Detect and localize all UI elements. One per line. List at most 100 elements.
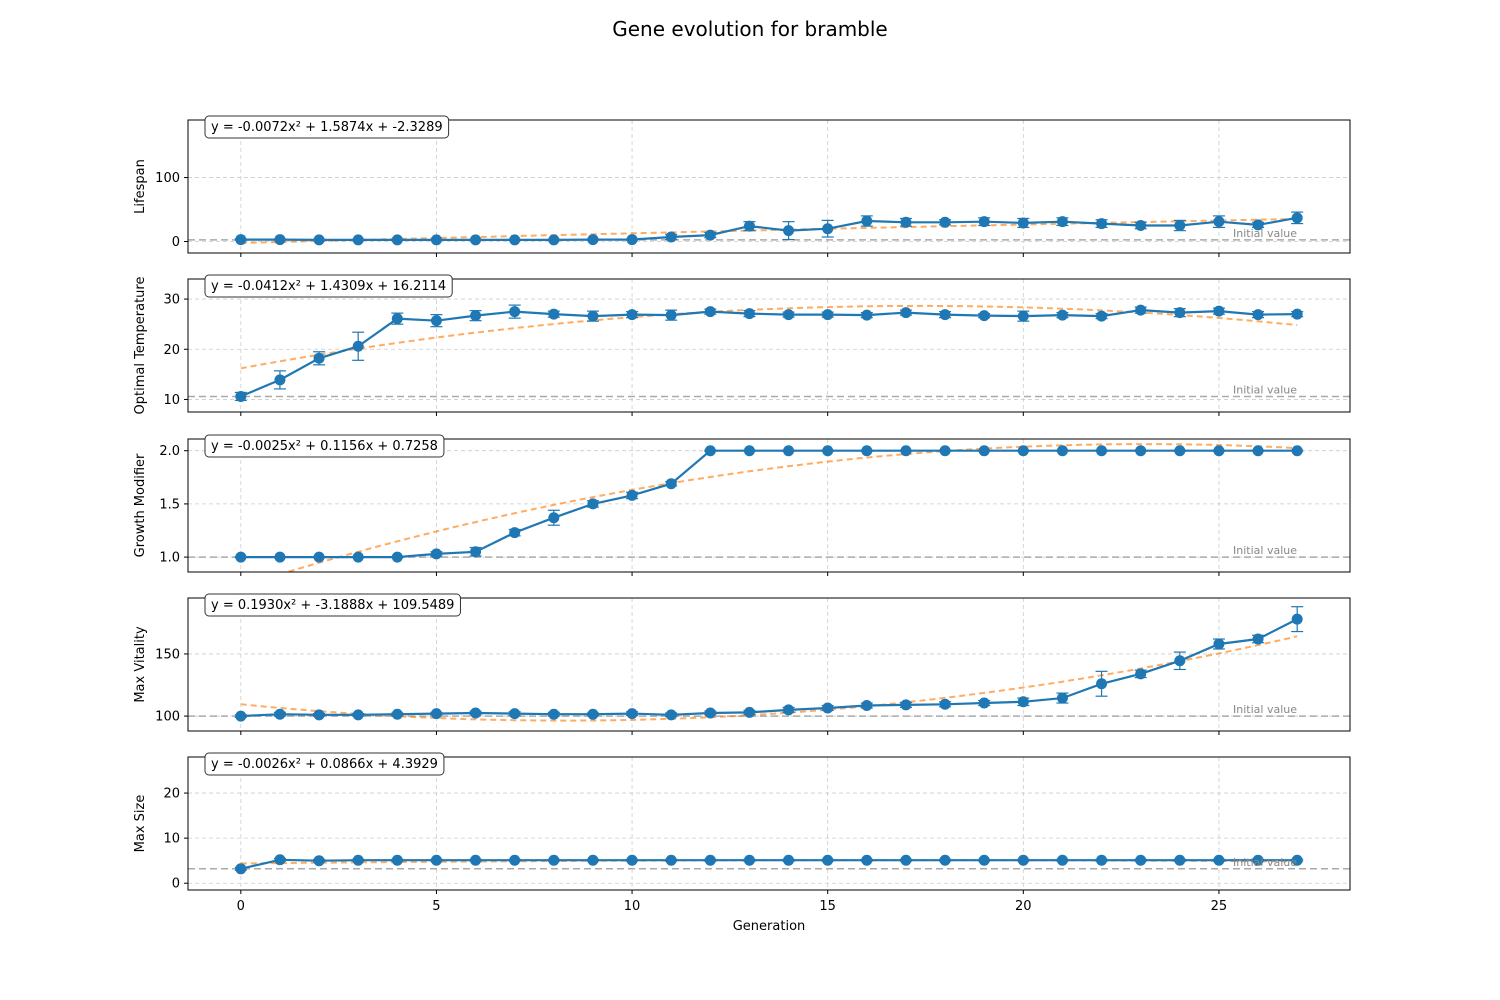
data-point — [704, 707, 716, 719]
data-point — [1135, 220, 1147, 232]
data-point — [1096, 218, 1108, 230]
data-point — [665, 231, 677, 243]
data-point — [587, 234, 599, 246]
data-point — [1291, 613, 1303, 625]
data-point — [783, 309, 795, 321]
x-tick-label: 25 — [1211, 899, 1228, 914]
data-point — [391, 551, 403, 563]
data-point — [939, 216, 951, 228]
data-point — [509, 234, 521, 246]
data-point — [274, 234, 286, 246]
data-point — [1291, 445, 1303, 457]
x-tick-label: 5 — [432, 899, 440, 914]
y-tick-label: 0 — [172, 877, 180, 892]
data-point — [743, 706, 755, 718]
data-point — [587, 498, 599, 510]
data-point — [1174, 445, 1186, 457]
plot-frame — [187, 278, 1351, 413]
data-point — [1135, 304, 1147, 316]
data-point — [939, 309, 951, 321]
y-tick-label: 1.0 — [159, 551, 180, 566]
data-point — [430, 708, 442, 720]
data-point — [352, 551, 364, 563]
y-axis-label: Optimal Temperature — [133, 277, 148, 415]
initial-value-label: Initial value — [1233, 383, 1297, 396]
equation-frame — [204, 115, 450, 139]
data-point — [313, 352, 325, 364]
data-point — [1291, 212, 1303, 224]
equation-box: y = -0.0072x² + 1.5874x + -2.3289 — [204, 115, 450, 139]
subplot-2: Initial value 10 20 30 Optimal Temperature y … — [133, 274, 1351, 416]
data-point — [430, 315, 442, 327]
y-tick-label: 10 — [163, 832, 180, 847]
equation-frame — [204, 434, 445, 458]
subplot-1: Initial value 0 100 Lifespan y = -0.0072x² +… — [133, 115, 1351, 257]
data-point — [1017, 696, 1029, 708]
initial-value-label: Initial value — [1233, 544, 1297, 557]
data-point — [665, 478, 677, 490]
data-point — [1096, 445, 1108, 457]
data-point — [352, 234, 364, 246]
x-tick-label: 10 — [624, 899, 641, 914]
data-point — [430, 234, 442, 246]
data-point — [743, 220, 755, 232]
data-point — [1252, 633, 1264, 645]
data-point — [861, 445, 873, 457]
initial-value-label: Initial value — [1233, 856, 1297, 869]
data-point — [861, 309, 873, 321]
data-point — [822, 223, 834, 235]
data-point — [1135, 668, 1147, 680]
trend-fit-line — [283, 443, 1298, 572]
data-point — [313, 234, 325, 246]
data-point — [274, 854, 286, 866]
plot-area — [188, 439, 1350, 572]
data-point — [313, 709, 325, 721]
equation-box: y = -0.0026x² + 0.0866x + 4.3929 — [204, 752, 445, 776]
data-point — [1135, 445, 1147, 457]
x-axis-label: Generation — [733, 919, 806, 934]
plot-area — [188, 120, 1350, 253]
equation-text: y = -0.0412x² + 1.4309x + 16.2114 — [211, 279, 446, 294]
plot-frame — [187, 597, 1351, 732]
series-line — [240, 216, 1298, 241]
data-point — [1213, 445, 1225, 457]
data-point — [1213, 638, 1225, 650]
data-point — [1017, 310, 1029, 322]
plot-area — [188, 598, 1350, 731]
data-point — [470, 310, 482, 322]
data-point — [352, 709, 364, 721]
data-point — [978, 854, 990, 866]
data-point — [1056, 309, 1068, 321]
data-point — [1096, 854, 1108, 866]
data-point — [939, 698, 951, 710]
equation-frame — [204, 752, 445, 776]
equation-text: y = -0.0026x² + 0.0866x + 4.3929 — [211, 757, 438, 772]
data-point — [1252, 854, 1264, 866]
figure-title: Gene evolution for bramble — [612, 17, 888, 41]
data-point — [822, 854, 834, 866]
y-tick-label: 150 — [155, 647, 180, 662]
series-line — [240, 858, 1298, 870]
data-point — [1056, 445, 1068, 457]
data-point — [1174, 220, 1186, 232]
plot-area — [188, 279, 1350, 412]
series-line — [240, 308, 1298, 398]
data-point — [587, 854, 599, 866]
x-tick-label: 0 — [237, 899, 245, 914]
equation-text: y = -0.0025x² + 0.1156x + 0.7258 — [211, 439, 438, 454]
data-point — [626, 309, 638, 321]
data-point — [1056, 216, 1068, 228]
series-line — [240, 449, 1298, 559]
y-tick-label: 100 — [155, 171, 180, 186]
data-point — [391, 313, 403, 325]
data-point — [548, 854, 560, 866]
data-point — [274, 551, 286, 563]
data-point — [626, 854, 638, 866]
series-line — [240, 618, 1298, 718]
data-point — [391, 234, 403, 246]
data-point — [626, 489, 638, 501]
data-point — [235, 390, 247, 402]
data-point — [1017, 217, 1029, 229]
data-point — [430, 854, 442, 866]
y-axis-label: Lifespan — [133, 159, 148, 214]
